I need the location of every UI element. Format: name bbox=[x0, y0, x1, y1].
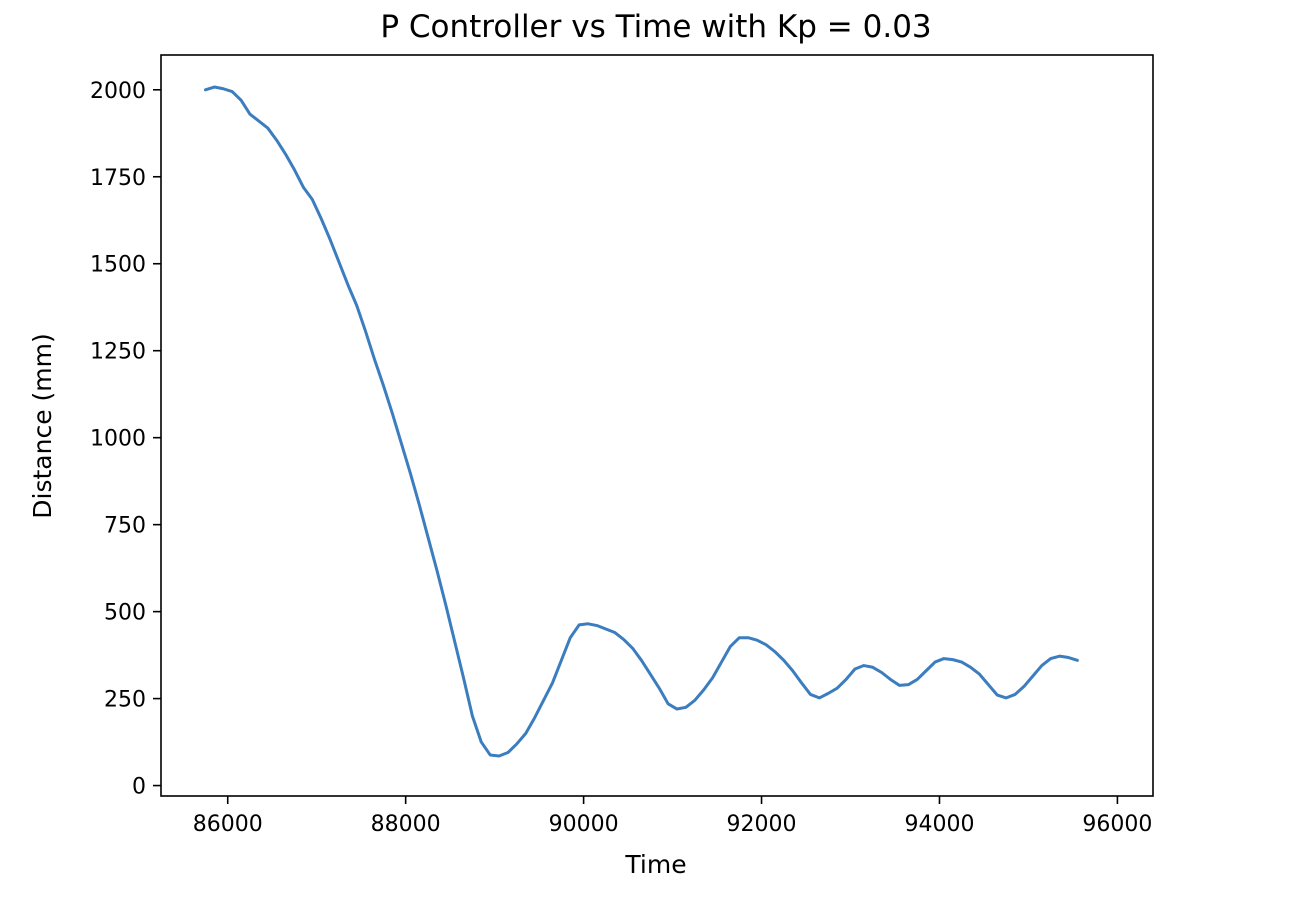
x-axis: 86000 88000 90000 92000 94000 96000 bbox=[193, 796, 1152, 837]
x-tick-label: 86000 bbox=[193, 812, 263, 837]
y-axis: 0 250 500 750 1000 1250 1500 1750 2000 bbox=[90, 79, 161, 800]
chart-title: P Controller vs Time with Kp = 0.03 bbox=[380, 9, 931, 45]
x-tick-label: 94000 bbox=[904, 812, 974, 837]
x-tick-label: 90000 bbox=[549, 812, 619, 837]
y-tick-label: 0 bbox=[132, 775, 146, 800]
x-tick-label: 88000 bbox=[371, 812, 441, 837]
y-tick-label: 1750 bbox=[90, 166, 146, 191]
x-axis-label: Time bbox=[624, 850, 686, 879]
series-line bbox=[203, 85, 1079, 758]
y-tick-label: 1000 bbox=[90, 427, 146, 452]
y-tick-label: 500 bbox=[104, 601, 146, 626]
y-tick-label: 2000 bbox=[90, 79, 146, 104]
plot-area bbox=[203, 85, 1079, 758]
x-tick-label: 92000 bbox=[727, 812, 797, 837]
y-axis-label: Distance (mm) bbox=[28, 333, 57, 518]
x-tick-label: 96000 bbox=[1082, 812, 1152, 837]
y-tick-label: 1500 bbox=[90, 253, 146, 278]
y-tick-label: 1250 bbox=[90, 340, 146, 365]
axes-frame bbox=[160, 54, 1154, 797]
y-tick-label: 250 bbox=[104, 688, 146, 713]
y-tick-label: 750 bbox=[104, 514, 146, 539]
